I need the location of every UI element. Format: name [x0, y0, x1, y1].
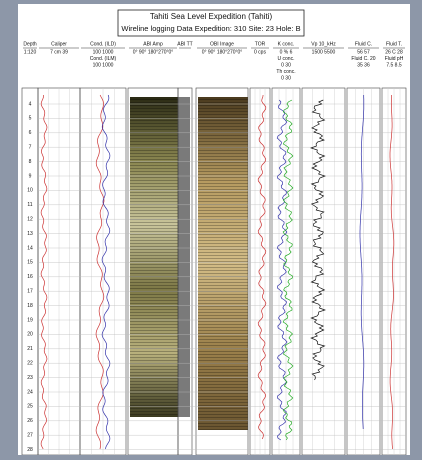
fluid-c-trace [359, 95, 365, 430]
depth-label: 14 [27, 245, 33, 251]
track-name: Depth [23, 41, 37, 47]
depth-label: 5 [29, 116, 32, 122]
track-scale: 100 1000 [93, 62, 114, 68]
track-name: Caliper [51, 41, 67, 47]
depth-label: 27 [27, 433, 33, 439]
track-scale: Fluid pH [385, 56, 404, 62]
track-name: K conc. [278, 41, 295, 47]
track-scale: 35 36 [357, 62, 370, 68]
depth-label: 24 [27, 389, 33, 395]
track-name: ABI Amp [143, 41, 163, 47]
cond-ilm-trace [101, 94, 111, 450]
track-scale: 7 cm 39 [50, 49, 68, 55]
depth-label: 12 [27, 217, 33, 223]
track-scale: 0 cps [254, 49, 266, 55]
depth-label: 26 [27, 418, 33, 424]
tor-trace [257, 94, 267, 440]
title-box [117, 9, 305, 37]
depth-label: 10 [27, 188, 33, 194]
track-name: OBI Image [210, 41, 234, 47]
title: Tahiti Sea Level Expedition (Tahiti) [150, 12, 273, 21]
depth-label: 16 [27, 274, 33, 280]
track-scale: Fluid C. 20 [351, 56, 375, 62]
track-scale: 0 30 [281, 62, 291, 68]
track-name: Cond. (ILD) [90, 41, 116, 47]
track-name: Fluid C. [355, 41, 372, 47]
depth-label: 18 [27, 303, 33, 309]
depth-label: 11 [27, 202, 32, 208]
depth-label: 21 [27, 346, 33, 352]
depth-label: 13 [27, 231, 33, 237]
depth-label: 17 [27, 289, 33, 295]
track-scale: 1:120 [24, 49, 37, 55]
depth-label: 25 [27, 404, 33, 410]
track-name: Vp 10_kHz [311, 41, 336, 47]
track-scale: 0° 90° 180°270°0° [133, 49, 174, 55]
track-scale: 0° 90° 180°270°0° [202, 49, 243, 55]
caliper-trace [40, 94, 48, 450]
track-scale: U conc. [278, 56, 295, 62]
abi-amp-texture [130, 97, 178, 417]
vp-trace [310, 99, 326, 381]
k-trace [276, 99, 288, 441]
track-scale: Cond. (ILM) [90, 56, 117, 62]
track-scale: 100 1000 [93, 49, 114, 55]
depth-label: 22 [27, 361, 33, 367]
depth-label: 23 [27, 375, 33, 381]
depth-label: 9 [29, 173, 32, 179]
subtitle: Wireline logging Data Expedition: 310 Si… [121, 24, 300, 33]
depth-label: 20 [27, 332, 33, 338]
depth-label: 15 [27, 260, 33, 266]
track-scale: 0 30 [281, 75, 291, 81]
obi-texture [198, 97, 248, 430]
depth-label: 7 [29, 145, 32, 151]
abi-tt-image [178, 97, 190, 417]
track-scale: 7.5 8.5 [386, 62, 402, 68]
depth-label: 6 [29, 130, 32, 136]
depth-label: 19 [27, 317, 33, 323]
track-name: ABI TT [177, 41, 192, 47]
depth-label: 8 [29, 159, 32, 165]
track-scale: 0 % 6 [280, 49, 293, 55]
track-name: Fluid T. [386, 41, 402, 47]
u-trace [282, 99, 294, 441]
track-scale: 1500 5500 [312, 49, 336, 55]
cond-ild-trace [95, 94, 105, 450]
depth-label: 4 [29, 101, 32, 107]
track-scale: 56 57 [357, 49, 370, 55]
depth-label: 28 [27, 447, 33, 453]
track-scale: 26 C 28 [385, 49, 403, 55]
track-scale: Th conc. [276, 69, 295, 75]
fluid-t-trace [389, 94, 395, 450]
track-name: TOR [255, 41, 266, 47]
